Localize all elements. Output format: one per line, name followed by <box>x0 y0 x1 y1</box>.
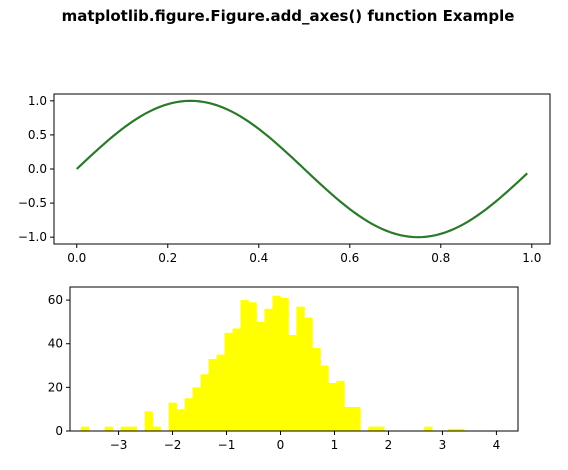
histogram-bar <box>296 306 305 431</box>
histogram-bar <box>256 321 265 431</box>
histogram-axes-xtick-label: −3 <box>110 438 128 452</box>
histogram-bar <box>216 354 225 431</box>
histogram-axes-xtick-label: 2 <box>385 438 393 452</box>
line-axes-ytick-label: 1.0 <box>28 94 47 108</box>
line-axes-xtick-label: 0.8 <box>431 251 450 265</box>
histogram-axes-xtick-label: 1 <box>331 438 339 452</box>
line-axes-ticks: 0.0 0.2 0.4 0.6 0.8 1.0 −1.0 −0.5 0.0 0.5 1.0 <box>18 94 541 265</box>
histogram-plot-area <box>80 295 465 431</box>
figure-title: matplotlib.figure.Figure.add_axes() func… <box>62 7 515 25</box>
line-axes-ytick-label: −0.5 <box>18 196 47 210</box>
histogram-bar <box>232 328 241 431</box>
line-plot-area <box>75 99 529 239</box>
histogram-axes-frame <box>69 286 519 432</box>
line-axes-xtick-label: 0.6 <box>340 251 359 265</box>
histogram-bar <box>312 348 321 431</box>
histogram-bar <box>344 407 353 431</box>
histogram-bar <box>120 426 129 431</box>
histogram-bar <box>104 426 113 431</box>
histogram-bar <box>368 426 377 431</box>
line-axes-xtick-label: 0.0 <box>67 251 86 265</box>
histogram-bar <box>264 308 273 431</box>
line-axes-ytick-label: 0.0 <box>28 162 47 176</box>
histogram-bar <box>224 332 233 431</box>
histogram-bar <box>272 295 281 431</box>
histogram-axes-xtick-label: 3 <box>439 438 447 452</box>
histogram-bar <box>200 374 209 431</box>
histogram-bar <box>448 428 457 431</box>
histogram-axes-ytick-label: 20 <box>48 380 63 394</box>
histogram-axes-ytick-label: 40 <box>48 337 63 351</box>
histogram-axes-ytick-label: 0 <box>55 424 63 438</box>
line-axes-xtick-label: 1.0 <box>522 251 541 265</box>
histogram-bar <box>80 426 89 431</box>
histogram-bar <box>168 402 177 431</box>
histogram-bar <box>280 297 289 431</box>
histogram-bar <box>288 335 297 431</box>
histogram-axes-xtick-label: −2 <box>164 438 182 452</box>
line-axes-ytick-label: 0.5 <box>28 128 47 142</box>
histogram-bar <box>352 407 361 431</box>
line-axes-xtick-label: 0.4 <box>249 251 268 265</box>
histogram-axes-xtick-label: −1 <box>218 438 236 452</box>
histogram-axes-ytick-label: 60 <box>48 293 63 307</box>
histogram-bar <box>376 426 385 431</box>
histogram-bar <box>456 428 465 431</box>
line-axes-frame <box>53 93 551 245</box>
histogram-bar <box>192 387 201 431</box>
line-axes: 0.0 0.2 0.4 0.6 0.8 1.0 −1.0 −0.5 0.0 0.5 1.0 <box>18 93 551 265</box>
histogram-bar <box>176 409 185 431</box>
sine-series-line <box>75 99 529 239</box>
histogram-bar <box>320 365 329 431</box>
line-axes-xtick-label: 0.2 <box>158 251 177 265</box>
histogram-bar <box>184 398 193 431</box>
histogram-bar <box>128 426 137 431</box>
histogram-axes-xtick-label: 4 <box>493 438 501 452</box>
histogram-axes-xtick-label: 0 <box>277 438 285 452</box>
histogram-bar <box>328 383 337 431</box>
histogram-bar <box>248 302 257 431</box>
histogram-bar <box>424 426 433 431</box>
histogram-bar <box>336 380 345 431</box>
histogram-bar <box>208 359 217 431</box>
histogram-bar <box>144 411 153 431</box>
histogram-bar <box>240 300 249 431</box>
line-axes-ytick-label: −1.0 <box>18 230 47 244</box>
histogram-bar <box>304 317 313 431</box>
histogram-bar <box>152 426 161 431</box>
